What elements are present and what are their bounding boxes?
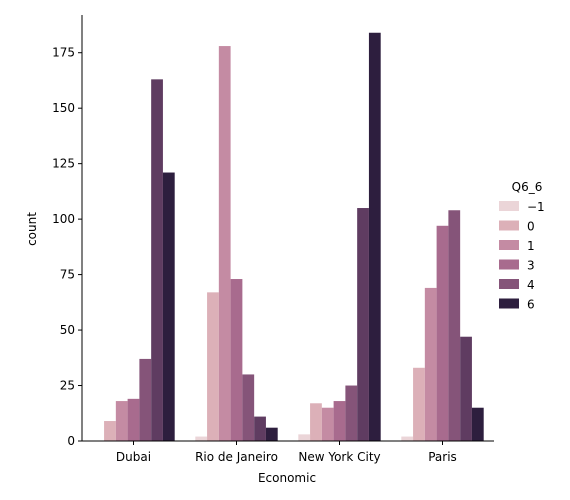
bar-rio-de-janeiro-s0	[195, 436, 208, 441]
bar-rio-de-janeiro-s1	[207, 292, 219, 441]
y-axis-label: count	[25, 212, 39, 246]
legend-entry-label: 4	[527, 278, 535, 292]
bar-new-york-city-s0	[298, 434, 311, 441]
y-tick-label: 150	[52, 101, 75, 115]
bar-rio-de-janeiro-s2	[218, 46, 231, 442]
legend-entry-label: 6	[527, 298, 535, 312]
x-tick-label: New York City	[298, 450, 380, 464]
y-tick-label: 25	[60, 379, 75, 393]
bar-rio-de-janeiro-s6	[265, 427, 278, 441]
bars-layer	[104, 32, 484, 442]
legend: Q6_6 −1 0 1 3 4 6	[499, 180, 545, 312]
bar-rio-de-janeiro-s5	[254, 416, 266, 441]
legend-swatch	[499, 201, 519, 211]
bar-new-york-city-s6	[368, 32, 381, 441]
bar-dubai-s6	[162, 172, 175, 441]
legend-swatch	[499, 240, 519, 250]
bar-new-york-city-s4	[345, 385, 358, 441]
bar-dubai-s5	[151, 79, 163, 441]
legend-entry-label: −1	[527, 200, 545, 214]
legend-swatch	[499, 259, 519, 270]
y-tick-label: 75	[60, 268, 75, 282]
bar-paris-s0	[401, 436, 414, 441]
bar-new-york-city-s3	[333, 401, 346, 441]
y-tick-label: 100	[52, 212, 75, 226]
legend-swatch	[499, 279, 519, 289]
legend-entry-label: 1	[527, 239, 535, 253]
x-tick-label: Rio de Janeiro	[195, 450, 278, 464]
bar-dubai-s2	[115, 401, 128, 441]
bar-paris-s2	[424, 287, 437, 441]
x-tick-label: Paris	[428, 450, 457, 464]
bar-rio-de-janeiro-s4	[242, 374, 255, 441]
y-tick-label: 50	[60, 323, 75, 337]
bar-new-york-city-s1	[310, 403, 322, 441]
x-tick-label: Dubai	[116, 450, 151, 464]
bar-paris-s3	[436, 225, 449, 441]
x-axis-label: Economic	[258, 471, 316, 485]
bar-rio-de-janeiro-s3	[230, 279, 243, 441]
legend-swatch	[499, 298, 519, 309]
y-tick-label: 0	[67, 434, 75, 448]
bar-paris-s4	[448, 210, 461, 441]
bar-dubai-s1	[104, 421, 116, 441]
legend-title: Q6_6	[512, 180, 543, 194]
bar-dubai-s3	[127, 398, 140, 441]
bar-paris-s1	[413, 367, 425, 441]
bar-paris-s6	[471, 407, 484, 441]
legend-swatch	[499, 220, 519, 231]
bar-new-york-city-s2	[321, 407, 334, 441]
bar-new-york-city-s5	[357, 208, 369, 441]
bar-paris-s5	[460, 336, 472, 441]
legend-entry-label: 3	[527, 259, 535, 273]
y-tick-label: 125	[52, 157, 75, 171]
legend-entry-label: 0	[527, 220, 535, 234]
bar-dubai-s4	[139, 358, 152, 441]
y-tick-label: 175	[52, 46, 75, 60]
axes-layer: 0 25 50 75 100 125 150 175 Dubai Rio de Janeiro Ne…	[52, 15, 494, 464]
